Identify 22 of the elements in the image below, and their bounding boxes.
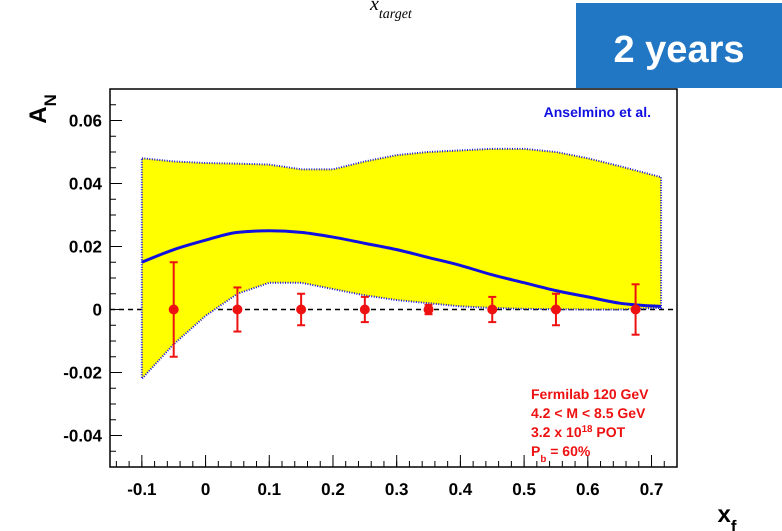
annotation: Fermilab 120 GeV (531, 386, 650, 402)
annotation: P$_{b}$ = 60% (531, 443, 591, 464)
x-tick-label: 0.6 (576, 480, 600, 499)
x-tick-label: -0.1 (127, 480, 156, 499)
y-tick-label: 0.06 (68, 112, 102, 130)
x-tick-label: 0.2 (321, 480, 345, 499)
text: x$_{target}$ (369, 0, 413, 22)
x-tick-label: 0.5 (512, 480, 536, 499)
x-tick-label: 0.4 (448, 480, 473, 499)
annotation: 3.2 x 10$^{18}$ POT (531, 424, 626, 440)
annotation: 4.2 < M < 8.5 GeV (531, 405, 646, 421)
x-tick-label: 0.1 (257, 480, 282, 499)
text: Anselmino et al. (544, 104, 651, 120)
x-tick-label: 0.7 (640, 480, 664, 499)
y-tick-label: -0.02 (63, 364, 102, 382)
y-tick-label: 0.02 (68, 238, 102, 256)
y-tick-label: 0 (92, 300, 102, 320)
y-tick-label: 0.04 (68, 174, 103, 194)
y-tick-label: -0.04 (63, 426, 103, 446)
text: 2 years (613, 29, 745, 71)
x-tick-label: 0.3 (384, 480, 409, 499)
x-tick-label: 0 (200, 480, 210, 499)
